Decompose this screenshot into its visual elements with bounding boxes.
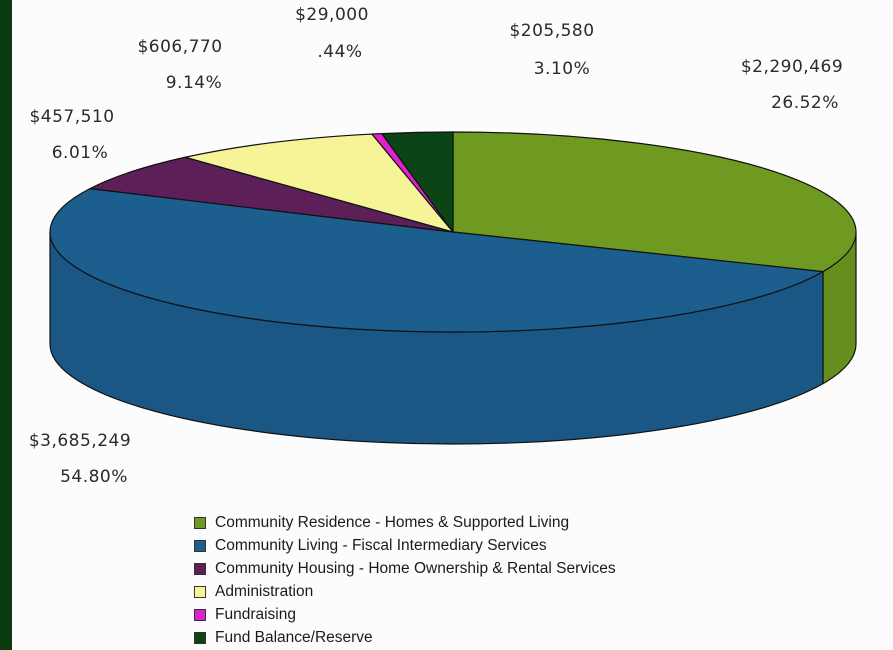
pie-chart: $2,290,469 26.52% $3,685,249 54.80% $457,510… [29,5,857,487]
data-label-percent: 3.10% [534,59,591,79]
data-label-amount: $2,290,469 [741,57,843,77]
pie-slice-5 [380,131,454,234]
legend-item: Community Residence - Homes & Supported … [194,511,616,534]
chart-area: $2,290,469 26.52% $3,685,249 54.80% $457,510… [12,0,893,650]
legend-swatch [194,539,206,552]
legend-label: Community Housing - Home Ownership & Ren… [215,559,616,577]
data-label-percent: 26.52% [771,93,839,113]
legend-item: Community Living - Fiscal Intermediary S… [194,534,616,557]
pie-slice-0 [452,131,857,273]
data-label-percent: 6.01% [52,143,109,163]
legend-label: Community Residence - Homes & Supported … [215,513,570,531]
legend-item: Administration [194,580,616,603]
data-label-percent: 54.80% [60,467,128,487]
legend-swatch [194,516,206,529]
data-label-amount: $205,580 [509,21,594,41]
legend-label: Fundraising [215,605,296,623]
data-label-percent: 9.14% [166,73,223,93]
data-label-amount: $29,000 [295,5,369,25]
legend-label: Fund Balance/Reserve [215,628,373,646]
legend: Community Residence - Homes & Supported … [194,511,616,649]
legend-swatch [194,631,206,644]
data-label-percent: .44% [317,42,362,62]
pie-slice-1 [49,187,825,333]
legend-item: Fund Balance/Reserve [194,626,616,649]
legend-label: Administration [215,582,314,600]
legend-label: Community Living - Fiscal Intermediary S… [215,536,547,554]
legend-item: Fundraising [194,603,616,626]
data-label-amount: $3,685,249 [29,431,131,451]
legend-swatch [194,585,206,598]
legend-swatch [194,562,206,575]
legend-swatch [194,608,206,621]
legend-item: Community Housing - Home Ownership & Ren… [194,557,616,580]
data-label-amount: $457,510 [29,107,114,127]
pie-slice-3 [185,133,455,234]
pie-slice-2 [87,156,454,233]
data-label-amount: $606,770 [137,37,222,57]
